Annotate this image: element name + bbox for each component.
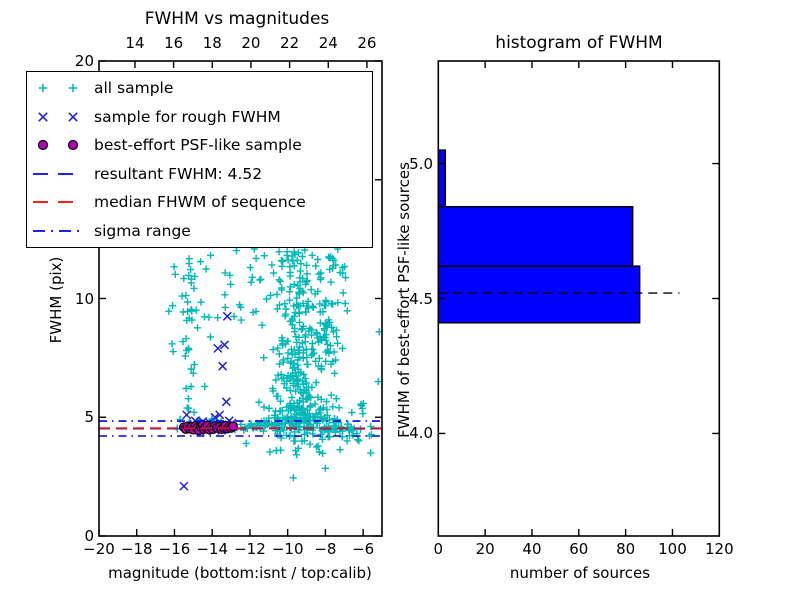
legend-label: resultant FWHM: 4.52 xyxy=(94,164,263,183)
rough-sample-marker-icon xyxy=(38,111,78,122)
right-plot-ytick-label: 5.0 xyxy=(409,154,433,173)
right-plot-xtick-label: 80 xyxy=(616,540,636,558)
left-plot-area xyxy=(99,245,383,491)
legend-label: all sample xyxy=(94,79,174,98)
legend-label: median FHWM of sequence xyxy=(94,193,306,212)
legend-item-all-sample: all sample xyxy=(27,74,372,103)
left-plot-xtick-label: −20 xyxy=(83,540,115,558)
legend-item-rough-fwhm-sample: sample for rough FWHM xyxy=(27,103,372,132)
left-plot-top-xtick-label: 22 xyxy=(280,34,300,52)
left-plot-ytick-label: 5 xyxy=(84,408,94,427)
all-sample-points xyxy=(165,245,383,482)
left-plot-xtick-label: −6 xyxy=(352,540,375,558)
right-plot-area xyxy=(437,149,680,324)
right-plot-xtick-label: 40 xyxy=(522,540,542,558)
right-plot-xtick-label: 100 xyxy=(658,540,687,558)
right-plot-title: histogram of FWHM xyxy=(495,33,663,53)
left-plot-xtick-label: −16 xyxy=(158,540,191,558)
right-plot-ytick-label: 4.5 xyxy=(409,289,433,308)
left-plot-xtick-label: −12 xyxy=(234,540,266,558)
left-plot-xlabel: magnitude (bottom:isnt / top:calib) xyxy=(108,564,372,582)
hist-bar xyxy=(437,205,634,267)
legend-label: best-effort PSF-like sample xyxy=(94,136,302,155)
right-plot-ytick-label: 4.0 xyxy=(409,424,433,443)
legend-item-psf-like-sample: best-effort PSF-like sample xyxy=(27,131,372,160)
dashed-blue-line-icon xyxy=(33,172,83,175)
legend-label: sample for rough FWHM xyxy=(94,107,281,126)
left-plot-xtick-label: −18 xyxy=(120,540,153,558)
left-plot-top-xtick-label: 20 xyxy=(241,34,261,52)
left-plot-ytick-label: 0 xyxy=(84,527,94,545)
left-plot-xtick-label: −8 xyxy=(314,540,337,558)
right-plot-xlabel: number of sources xyxy=(509,564,651,582)
left-plot-top-xtick-label: 18 xyxy=(202,34,222,52)
left-plot-ytick-label: 10 xyxy=(74,289,94,308)
legend: all sample sample for rough FWHM best-ef… xyxy=(26,71,373,248)
left-plot-top-xtick-label: 16 xyxy=(164,34,184,52)
left-plot-top-xtick-label: 24 xyxy=(318,34,338,52)
left-plot-top-xtick-label: 26 xyxy=(357,34,377,52)
all-sample-marker-icon xyxy=(38,84,78,93)
dashdot-blue-line-icon xyxy=(33,229,83,232)
dashed-red-line-icon xyxy=(33,201,83,204)
psf-sample-marker-icon xyxy=(37,140,79,151)
left-plot-xtick-label: −10 xyxy=(271,540,304,558)
left-plot-xtick-label: −14 xyxy=(196,540,229,558)
right-plot-xtick-label: 60 xyxy=(569,540,589,558)
legend-item-sigma-range: sigma range xyxy=(27,217,372,246)
legend-item-resultant-fwhm: resultant FWHM: 4.52 xyxy=(27,160,372,189)
right-plot-xtick-label: 0 xyxy=(433,540,444,558)
hist-bar xyxy=(437,265,641,324)
left-plot-title: FWHM vs magnitudes xyxy=(144,9,330,29)
legend-item-median-fwhm: median FHWM of sequence xyxy=(27,188,372,217)
left-plot-ytick-label: 20 xyxy=(74,52,94,70)
right-plot-xtick-label: 20 xyxy=(475,540,495,558)
left-plot-top-xtick-label: 14 xyxy=(125,34,145,52)
legend-label: sigma range xyxy=(94,221,191,240)
right-plot-xtick-label: 120 xyxy=(704,540,734,558)
hist-bar xyxy=(437,149,446,208)
